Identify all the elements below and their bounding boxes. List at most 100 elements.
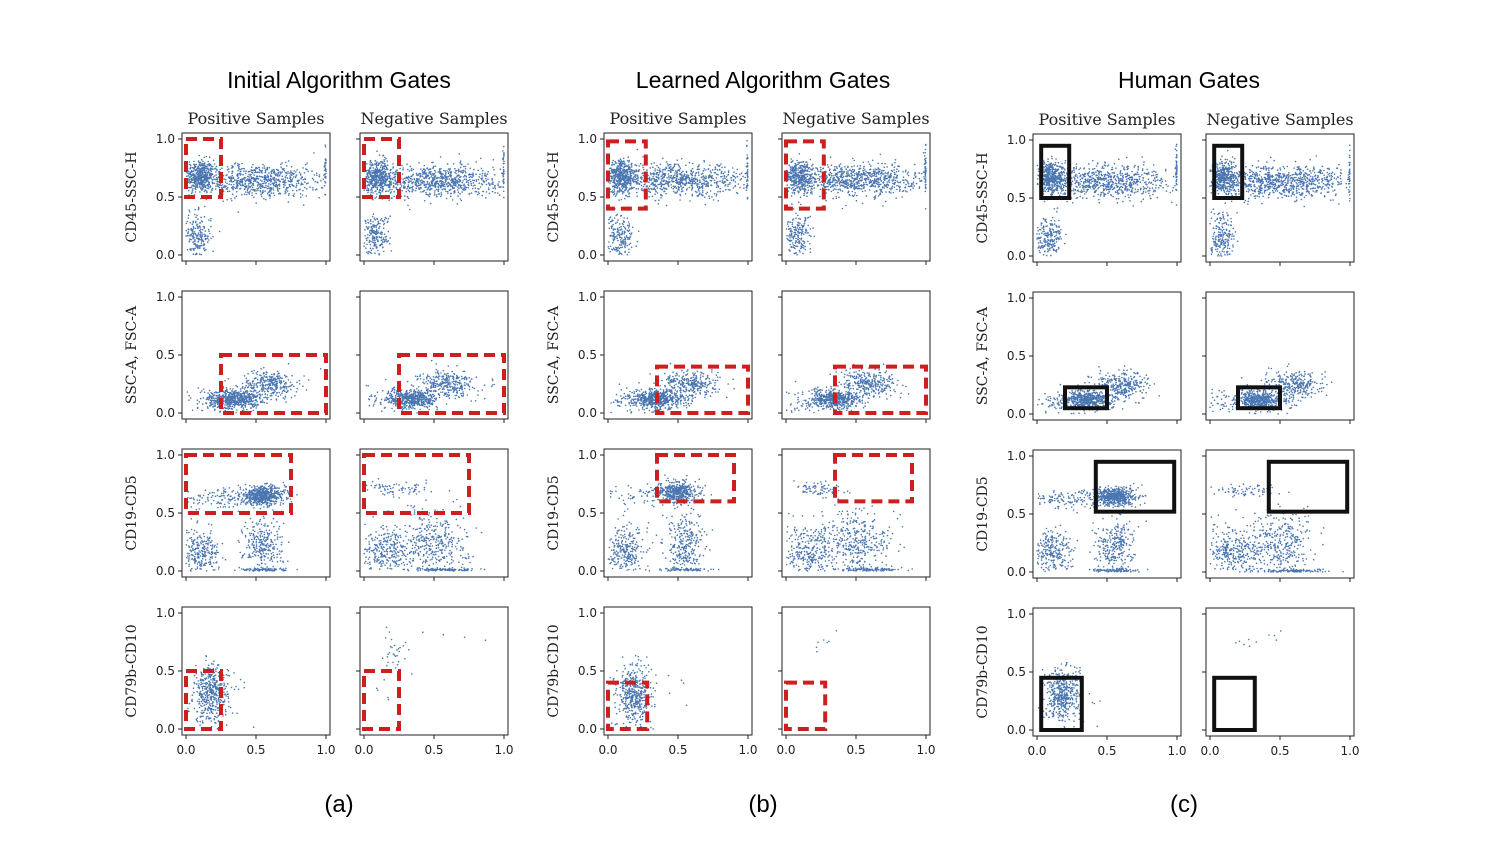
scatter-point <box>199 720 201 723</box>
scatter-point <box>213 718 215 720</box>
scatter-point <box>273 490 276 492</box>
scatter-point <box>304 163 307 166</box>
scatter-point <box>219 502 221 504</box>
scatter-point <box>266 398 269 401</box>
scatter-point <box>474 187 477 189</box>
scatter-point <box>315 172 318 174</box>
scatter-point <box>391 188 393 191</box>
scatter-point <box>198 550 200 552</box>
scatter-point <box>479 186 482 188</box>
scatter-point <box>258 492 261 495</box>
scatter-point <box>270 398 273 401</box>
scatter-point <box>265 373 267 376</box>
scatter-point <box>365 175 368 178</box>
scatter-point <box>379 173 382 175</box>
scatter-point <box>190 186 192 189</box>
scatter-point <box>198 186 201 188</box>
scatter-point <box>257 189 259 191</box>
scatter-point <box>204 688 206 690</box>
scatter-point <box>264 190 266 192</box>
scatter-point <box>259 179 262 181</box>
y-tick-label: 0.0 <box>156 248 175 262</box>
scatter-point <box>264 548 266 550</box>
scatter-point <box>212 235 214 238</box>
scatter-point <box>201 183 203 186</box>
scatter-point <box>206 187 209 189</box>
scatter-point <box>207 709 209 712</box>
scatter-point <box>188 209 190 211</box>
scatter-point <box>200 167 203 170</box>
scatter-point <box>243 170 245 172</box>
scatter-point <box>199 222 201 224</box>
scatter-point <box>475 190 478 193</box>
scatter-point <box>464 165 467 168</box>
scatter-point <box>197 536 199 539</box>
scatter-point <box>283 389 285 391</box>
scatter-point <box>410 167 413 170</box>
scatter-point <box>223 691 225 693</box>
scatter-point <box>226 398 228 401</box>
scatter-point <box>284 381 287 384</box>
scatter-point <box>278 381 281 384</box>
scatter-point <box>240 568 243 570</box>
scatter-point <box>276 187 279 190</box>
scatter-point <box>201 685 203 688</box>
scatter-point <box>265 553 267 555</box>
scatter-point <box>481 183 484 186</box>
scatter-point <box>238 493 241 496</box>
scatter-point <box>190 518 193 520</box>
scatter-point <box>474 184 476 186</box>
scatter-point <box>498 181 500 183</box>
scatter-point <box>266 394 269 396</box>
scatter-point <box>232 165 234 168</box>
scatter-point <box>273 177 276 179</box>
scatter-point <box>266 506 269 509</box>
scatter-point <box>237 211 240 213</box>
scatter-point <box>195 244 197 247</box>
scatter-point <box>188 399 190 401</box>
scatter-point <box>273 487 276 490</box>
scatter-point <box>222 492 225 495</box>
scatter-point <box>223 503 226 506</box>
scatter-point <box>230 686 233 689</box>
scatter-point <box>196 214 198 217</box>
scatter-point <box>199 183 201 186</box>
scatter-point <box>370 173 372 176</box>
scatter-point <box>203 391 206 394</box>
y-axis-label: CD45-SSC-H <box>124 151 140 242</box>
scatter-point <box>460 187 463 189</box>
scatter-point <box>253 493 256 496</box>
scatter-point <box>305 188 308 190</box>
scatter-point <box>241 382 244 385</box>
scatter-point <box>199 231 202 234</box>
scatter-point <box>224 178 227 181</box>
scatter-point <box>283 492 286 494</box>
scatter-point <box>196 186 199 189</box>
scatter-point <box>280 543 283 546</box>
scatter-point <box>232 185 234 188</box>
scatter-point <box>273 557 276 559</box>
scatter-point <box>223 682 225 685</box>
scatter-point <box>451 199 454 201</box>
scatter-point <box>252 498 254 500</box>
scatter-point <box>283 186 285 188</box>
scatter-point <box>376 170 379 172</box>
scatter-point <box>188 186 191 189</box>
scatter-point <box>191 179 193 182</box>
scatter-point <box>458 153 461 155</box>
scatter-point <box>426 180 429 183</box>
scatter-point <box>263 501 266 504</box>
scatter-point <box>212 159 215 162</box>
scatter-point <box>248 396 251 399</box>
scatter-point <box>282 503 284 505</box>
scatter-point <box>187 217 190 219</box>
scatter-point <box>220 184 222 187</box>
scatter-point <box>218 230 221 233</box>
scatter-point <box>252 502 254 504</box>
scatter-point <box>203 167 205 169</box>
scatter-point <box>320 180 322 182</box>
scatter-point <box>253 384 255 387</box>
scatter-point <box>186 557 188 559</box>
scatter-point <box>214 167 216 169</box>
scatter-point <box>393 195 396 198</box>
